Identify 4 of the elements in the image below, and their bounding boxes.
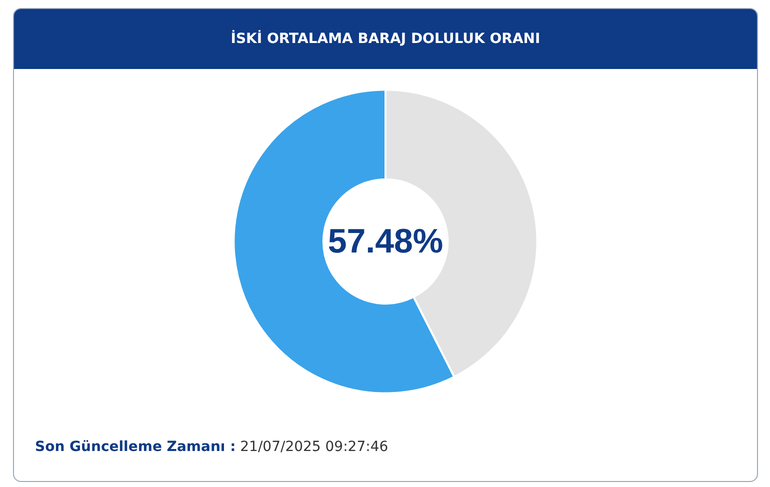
text: 21/07/2025 09:27:46 xyxy=(239,439,388,455)
text: Son Güncelleme Zamanı : xyxy=(35,439,236,455)
data-label: 57.48% xyxy=(328,222,444,260)
chart-title: İSKİ ORTALAMA BARAJ DOLULUK ORANI xyxy=(14,9,757,69)
